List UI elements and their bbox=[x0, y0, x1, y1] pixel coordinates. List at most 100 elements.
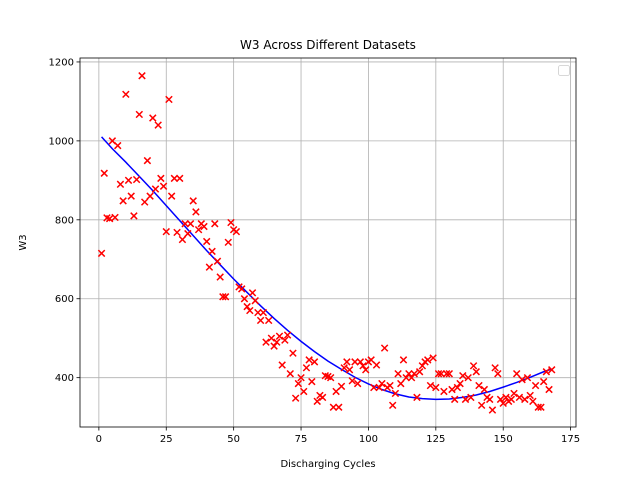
scatter-point bbox=[496, 395, 505, 404]
scatter-point bbox=[507, 395, 516, 404]
scatter-point bbox=[407, 373, 416, 382]
y-tick-label: 800 bbox=[55, 215, 74, 226]
scatter-point bbox=[186, 220, 195, 228]
x-tick-label: 100 bbox=[359, 434, 378, 445]
scatter-point bbox=[310, 358, 319, 366]
scatter-point bbox=[243, 302, 251, 311]
scatter-point bbox=[116, 180, 125, 189]
scatter-point bbox=[211, 220, 219, 228]
scatter-point bbox=[159, 182, 168, 190]
scatter-point bbox=[356, 358, 365, 366]
x-tick-label: 75 bbox=[295, 434, 308, 445]
scatter-point bbox=[434, 369, 443, 378]
scatter-point bbox=[289, 349, 297, 357]
scatter-point bbox=[329, 403, 338, 411]
scatter-point bbox=[173, 228, 181, 237]
scatter-point bbox=[151, 185, 160, 193]
plot-frame bbox=[79, 57, 577, 428]
x-tick-label: 125 bbox=[426, 434, 445, 445]
scatter-point bbox=[418, 362, 427, 370]
scatter-point bbox=[340, 364, 348, 372]
scatter-point bbox=[335, 403, 343, 411]
scatter-point bbox=[262, 338, 270, 346]
scatter-point bbox=[448, 385, 456, 394]
scatter-point bbox=[178, 235, 187, 244]
scatter-point bbox=[273, 338, 281, 346]
scatter-point bbox=[286, 369, 294, 378]
scatter-point bbox=[254, 308, 262, 317]
scatter-point bbox=[370, 383, 378, 392]
scatter-point bbox=[238, 285, 246, 293]
scatter-point bbox=[100, 169, 108, 177]
scatter-point bbox=[302, 364, 311, 372]
scatter-point bbox=[189, 197, 197, 205]
scatter-point bbox=[149, 114, 157, 122]
scatter-point bbox=[467, 393, 475, 402]
scatter-point bbox=[294, 379, 303, 388]
y-tick-label: 600 bbox=[55, 294, 74, 305]
scatter-point bbox=[348, 377, 356, 385]
scatter-point bbox=[477, 401, 486, 410]
scatter-point bbox=[308, 377, 316, 386]
scatter-point bbox=[472, 368, 480, 376]
scatter-point bbox=[545, 385, 553, 394]
scatter-point bbox=[162, 227, 170, 236]
scatter-point bbox=[539, 377, 548, 386]
scatter-point bbox=[140, 198, 149, 206]
x-tick-label: 0 bbox=[96, 434, 102, 445]
scatter-point bbox=[351, 358, 359, 366]
scatter-point bbox=[300, 387, 308, 396]
scatter-point bbox=[537, 403, 545, 411]
scatter-point bbox=[515, 393, 524, 402]
scatter-point bbox=[442, 369, 451, 378]
scatter-point bbox=[281, 336, 289, 344]
scatter-point bbox=[410, 369, 418, 378]
scatter-point bbox=[432, 383, 440, 392]
scatter-point bbox=[413, 393, 421, 402]
scatter-point bbox=[256, 316, 265, 325]
scatter-point bbox=[488, 406, 497, 414]
scatter-point bbox=[221, 293, 230, 301]
scatter-point bbox=[267, 334, 276, 342]
scatter-point bbox=[305, 356, 313, 364]
scatter-point bbox=[124, 176, 133, 185]
chart-title: W3 Across Different Datasets bbox=[240, 38, 416, 52]
scatter-point bbox=[429, 354, 437, 362]
scatter-point bbox=[127, 192, 135, 200]
scatter-point bbox=[291, 394, 300, 402]
scatter-point bbox=[146, 192, 154, 200]
scatter-point bbox=[464, 373, 472, 382]
x-tick-label: 50 bbox=[227, 434, 240, 445]
scatter-point bbox=[424, 356, 432, 364]
scatter-point bbox=[135, 110, 144, 119]
fit-line-layer bbox=[101, 136, 552, 401]
scatter-point bbox=[502, 393, 510, 402]
scatter-point bbox=[402, 373, 410, 382]
scatter-point bbox=[548, 366, 556, 374]
scatter-point bbox=[494, 369, 502, 378]
scatter-point bbox=[326, 373, 335, 382]
scatter-point bbox=[521, 395, 529, 404]
scatter-point bbox=[111, 213, 119, 222]
scatter-point bbox=[445, 369, 454, 378]
scatter-point bbox=[388, 401, 397, 410]
scatter-point bbox=[143, 156, 152, 165]
scatter-point bbox=[480, 385, 489, 394]
fit-curve-line bbox=[101, 136, 552, 401]
scatter-point bbox=[232, 227, 241, 236]
scatter-point bbox=[138, 72, 146, 80]
scatter-point bbox=[264, 316, 273, 325]
scatter-point bbox=[227, 218, 235, 227]
y-tick-label: 400 bbox=[55, 373, 74, 384]
scatter-point bbox=[437, 369, 445, 378]
scatter-point bbox=[380, 344, 389, 352]
scatter-point bbox=[345, 366, 354, 374]
scatter-point bbox=[283, 331, 292, 339]
scatter-point bbox=[240, 295, 249, 303]
scatter-point bbox=[378, 379, 386, 388]
scatter-point bbox=[130, 212, 138, 220]
scatter-point bbox=[397, 379, 405, 388]
legend-box bbox=[558, 65, 570, 76]
